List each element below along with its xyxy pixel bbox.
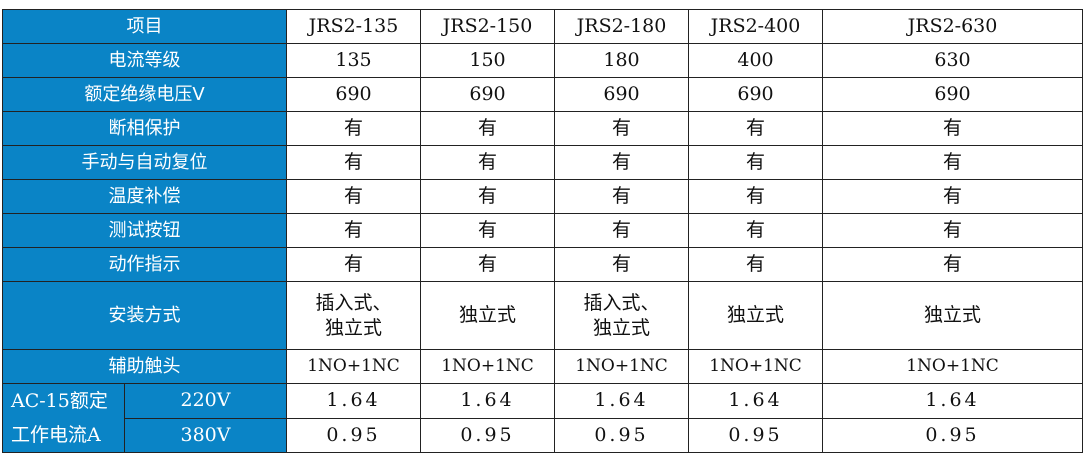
table-cell: 有 xyxy=(688,213,823,248)
table-row: 电流等级 135 150 180 400 630 xyxy=(2,43,1083,78)
voltage-label: 220V xyxy=(124,383,287,419)
table-cell: 690 xyxy=(420,77,555,112)
table-cell: 135 xyxy=(286,43,421,78)
table-cell: 有 xyxy=(822,111,1083,146)
table-cell: 1.64 xyxy=(420,383,555,419)
row-label: 电流等级 xyxy=(2,43,287,78)
table-cell: 1.64 xyxy=(688,383,823,419)
row-label: 测试按钮 xyxy=(2,213,287,248)
model-header: JRS2-630 xyxy=(822,9,1083,44)
header-row: 项目 JRS2-135 JRS2-150 JRS2-180 JRS2-400 JRS2-6… xyxy=(2,9,1083,44)
table-cell: 有 xyxy=(822,179,1083,214)
table-cell: 独立式 xyxy=(688,281,823,350)
table-cell: 1NO+1NC xyxy=(554,349,689,384)
table-cell: 0.95 xyxy=(286,417,421,453)
table-cell: 有 xyxy=(420,145,555,180)
table-cell: 有 xyxy=(554,145,689,180)
table-cell: 有 xyxy=(554,111,689,146)
table-cell: 1NO+1NC xyxy=(420,349,555,384)
table-cell: 690 xyxy=(822,77,1083,112)
table-cell: 有 xyxy=(286,145,421,180)
table-cell: 有 xyxy=(420,179,555,214)
table-cell: 1.64 xyxy=(822,383,1083,419)
table-cell: 有 xyxy=(554,179,689,214)
table-row: 断相保护有有有有有 xyxy=(2,111,1083,146)
table-cell: 有 xyxy=(286,111,421,146)
table-cell: 独立式 xyxy=(822,281,1083,350)
model-header: JRS2-135 xyxy=(286,9,421,44)
model-header: JRS2-400 xyxy=(688,9,823,44)
table-cell: 有 xyxy=(822,213,1083,248)
table-cell: 有 xyxy=(688,179,823,214)
spec-table: 项目 JRS2-135 JRS2-150 JRS2-180 JRS2-400 JRS2-6… xyxy=(2,9,1083,453)
row-label: 动作指示 xyxy=(2,247,287,282)
table-row: 测试按钮有有有有有 xyxy=(2,213,1083,248)
table-cell: 有 xyxy=(688,111,823,146)
table-cell: 1.64 xyxy=(286,383,421,419)
model-header: JRS2-150 xyxy=(420,9,555,44)
table-cell: 690 xyxy=(554,77,689,112)
table-cell: 有 xyxy=(420,111,555,146)
table-cell: 有 xyxy=(554,247,689,282)
table-row: 温度补偿有有有有有 xyxy=(2,179,1083,214)
table-cell: 有 xyxy=(286,247,421,282)
row-label: 手动与自动复位 xyxy=(2,145,287,180)
table-cell: 独立式 xyxy=(420,281,555,350)
table-cell: 有 xyxy=(420,213,555,248)
voltage-label: 380V xyxy=(124,417,287,453)
table-cell: 有 xyxy=(688,145,823,180)
table-cell: 有 xyxy=(286,213,421,248)
table-cell: 400 xyxy=(688,43,823,78)
ac15-row: 380V 0.95 0.95 0.95 0.95 0.95 xyxy=(3,417,1083,453)
row-label: 安装方式 xyxy=(2,281,287,350)
table-cell: 0.95 xyxy=(688,417,823,453)
table-cell: 1NO+1NC xyxy=(822,349,1083,384)
ac15-label-line1: AC-15额定 xyxy=(11,390,108,412)
table-cell: 1NO+1NC xyxy=(286,349,421,384)
table-cell: 690 xyxy=(286,77,421,112)
table-cell: 0.95 xyxy=(822,417,1083,453)
table-cell: 0.95 xyxy=(420,417,555,453)
table-row: 动作指示有有有有有 xyxy=(2,247,1083,282)
table-cell: 插入式、 独立式 xyxy=(286,281,421,350)
table-cell: 有 xyxy=(286,179,421,214)
row-label: 辅助触头 xyxy=(2,349,287,384)
table-row: 辅助触头 1NO+1NC 1NO+1NC 1NO+1NC 1NO+1NC 1NO+1NC xyxy=(2,349,1083,384)
table-cell: 180 xyxy=(554,43,689,78)
row-label: 温度补偿 xyxy=(2,179,287,214)
table-cell: 有 xyxy=(420,247,555,282)
table-cell: 插入式、 独立式 xyxy=(554,281,689,350)
table-cell: 0.95 xyxy=(554,417,689,453)
table-cell: 有 xyxy=(688,247,823,282)
ac15-row: AC-15额定 工作电流A 220V 1.64 1.64 1.64 1.64 1.64 xyxy=(2,383,1083,453)
table-cell: 1.64 xyxy=(554,383,689,419)
table-cell: 1NO+1NC xyxy=(688,349,823,384)
ac15-label: AC-15额定 工作电流A xyxy=(2,383,125,453)
table-cell: 有 xyxy=(554,213,689,248)
table-row: 手动与自动复位有有有有有 xyxy=(2,145,1083,180)
table-cell: 690 xyxy=(688,77,823,112)
ac15-label-line2: 工作电流A xyxy=(11,424,101,446)
model-header: JRS2-180 xyxy=(554,9,689,44)
row-label: 断相保护 xyxy=(2,111,287,146)
row-label: 额定绝缘电压V xyxy=(2,77,287,112)
table-row: 额定绝缘电压V 690 690 690 690 690 xyxy=(2,77,1083,112)
table-cell: 630 xyxy=(822,43,1083,78)
table-cell: 有 xyxy=(822,145,1083,180)
table-row: 安装方式 插入式、 独立式 独立式 插入式、 独立式 独立式 独立式 xyxy=(2,281,1083,350)
table-cell: 150 xyxy=(420,43,555,78)
header-label: 项目 xyxy=(2,9,287,44)
table-cell: 有 xyxy=(822,247,1083,282)
